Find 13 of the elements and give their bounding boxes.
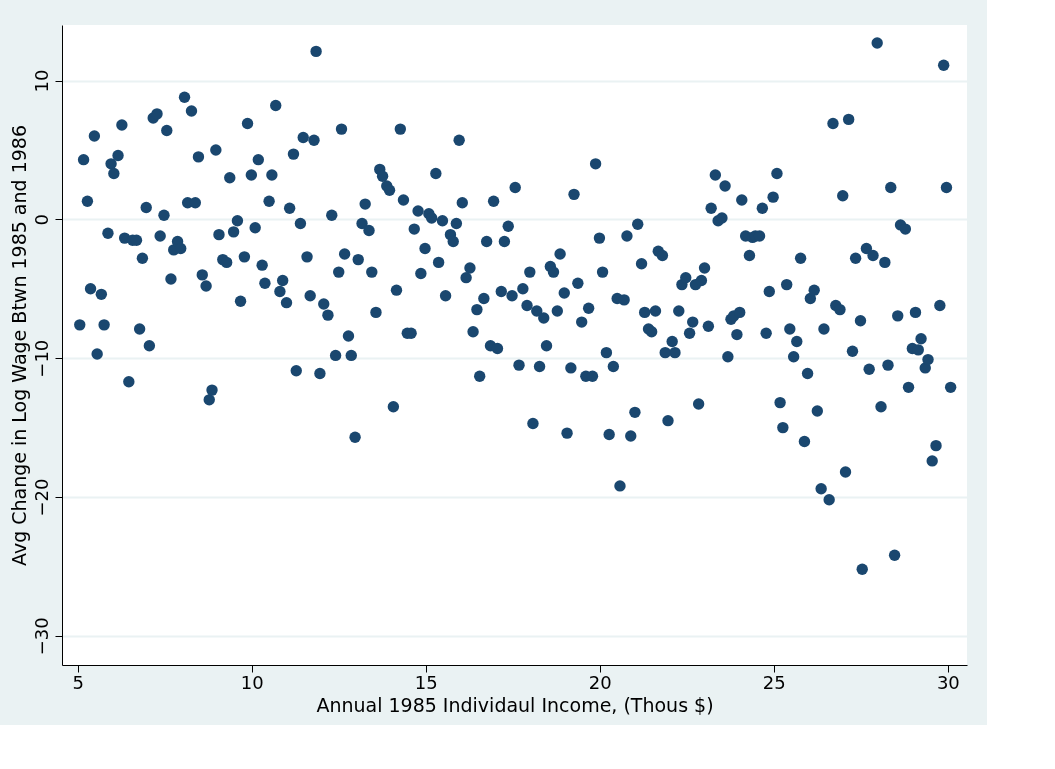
- x-tick-label: 25: [762, 671, 786, 693]
- y-tick-label: −30: [30, 617, 52, 656]
- y-tick-label: 10: [30, 69, 52, 93]
- x-tick-label: 20: [588, 671, 612, 693]
- y-tick-label: 0: [30, 214, 52, 226]
- y-axis-title: Avg Change in Log Wage Btwn 1985 and 1986: [7, 125, 30, 566]
- y-tick-label: −10: [30, 339, 52, 378]
- x-axis-title: Annual 1985 Individaul Income, (Thous $): [316, 693, 714, 716]
- x-tick-label: 30: [936, 671, 960, 693]
- y-tick-label: −20: [30, 478, 52, 517]
- x-tick-label: 5: [72, 671, 84, 693]
- x-tick-label: 10: [240, 671, 264, 693]
- x-tick-label: 15: [414, 671, 438, 693]
